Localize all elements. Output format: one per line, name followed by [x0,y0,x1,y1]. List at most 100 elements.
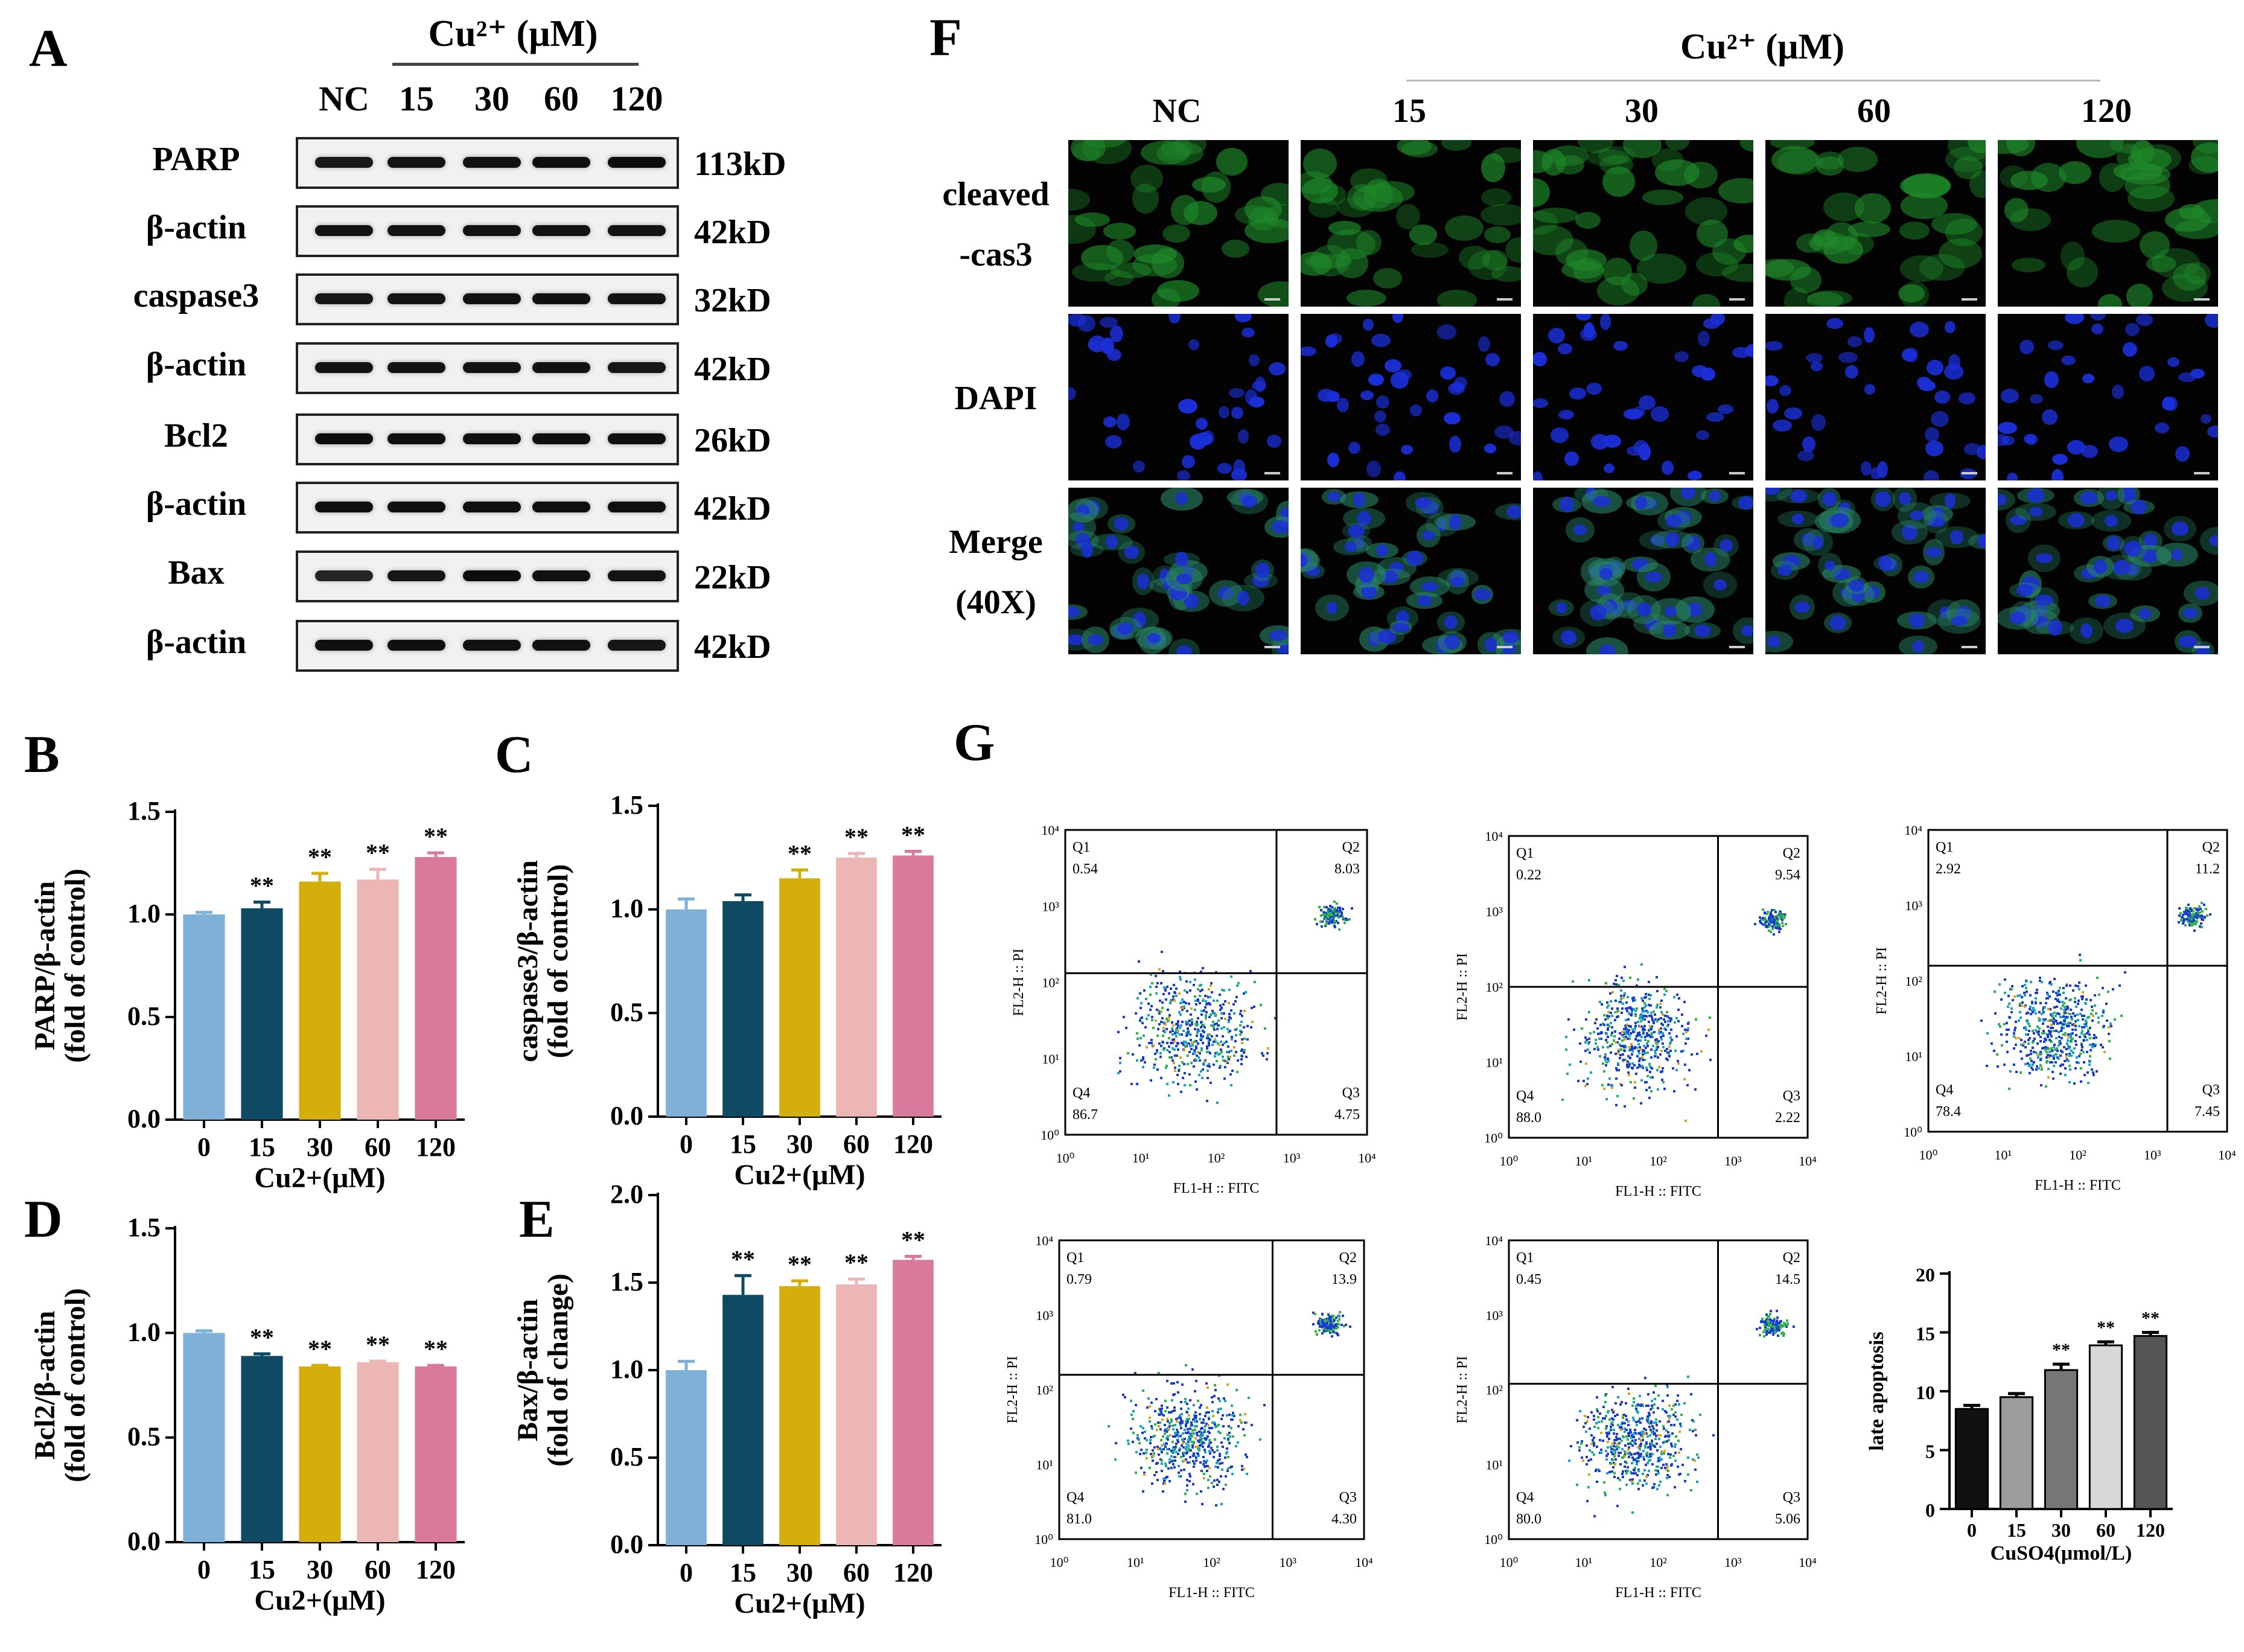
flow-dot [1197,1400,1199,1402]
flow-dot [2080,1067,2082,1070]
flow-dot [1151,982,1153,984]
y-tick-label: 15 [1916,1323,1935,1345]
flow-dot [1639,1039,1642,1042]
flow-dot [1189,1399,1191,1402]
flow-dot [1144,1061,1146,1064]
flow-dot [1173,1406,1176,1409]
flow-dot [2178,914,2181,917]
flow-dot [1631,1456,1634,1459]
if-image-cell [1533,488,1753,654]
flow-dot [1596,1408,1598,1411]
flow-dot [1669,1050,1672,1052]
flow-dot [2039,1002,2042,1004]
flow-dot [1334,1324,1337,1327]
flow-dot [2081,1026,2083,1029]
flow-dot [2069,1013,2071,1015]
flow-dot [1198,1030,1200,1032]
wb-molecular-weight: 22kD [694,559,771,596]
flow-dot [1620,1426,1622,1428]
flow-dot [1168,1448,1170,1450]
flow-dot [2075,1006,2077,1008]
flow-dot [1337,907,1339,909]
flow-dot [1191,1432,1193,1435]
flow-dot [1612,1418,1614,1421]
flow-dot [1243,1010,1246,1012]
flow-dot [1578,1446,1581,1449]
flow-dot [1211,1035,1213,1038]
flow-dot [1605,1061,1608,1064]
flow-dot [1216,1000,1219,1002]
flow-dot [2074,1067,2077,1070]
flow-dot [1611,1470,1613,1473]
flow-dot [2101,1015,2103,1017]
flow-dot [1657,1046,1659,1048]
flow-dot [1174,1459,1176,1462]
flow-dot [1636,1055,1639,1057]
flow-dot [1226,1062,1229,1064]
flow-dot [1621,1007,1624,1010]
flow-dot [1768,920,1770,923]
flow-dot [1155,1058,1157,1060]
flow-dot [1666,1477,1668,1479]
flow-dot [2039,1040,2042,1042]
flow-dot [1223,1437,1226,1440]
flow-dot [2049,1033,2051,1035]
flow-dot [1613,1455,1616,1458]
quadrant-name: Q4 [1073,1085,1090,1101]
flow-dot [2035,1068,2038,1071]
flow-x-tick-label: 10³ [1283,1150,1301,1166]
flow-dot [1186,1010,1188,1012]
flow-dot [1157,1421,1159,1424]
flow-dot [1627,1466,1629,1469]
flow-dot [1177,1083,1179,1085]
quadrant-value-q4: 86.7 [1073,1107,1098,1123]
flow-dot [1327,1325,1329,1328]
flow-dot [1208,1065,1211,1068]
flow-dot [2200,922,2202,925]
flow-dot [1651,1016,1653,1019]
flow-dot [1194,1437,1197,1440]
flow-dot [1168,1422,1171,1424]
flow-dot [1645,996,1647,998]
flow-dot [1670,1443,1672,1445]
flow-dot [1153,1064,1156,1066]
flow-dot [1173,1041,1176,1043]
panel-label-c: C [495,726,534,784]
flow-dot [1767,1328,1770,1330]
flow-dot [1596,1446,1598,1448]
flow-dot [1321,1319,1324,1321]
flow-dot [1150,1425,1153,1427]
flow-dot [1593,1031,1595,1033]
flow-dot [1213,1064,1215,1066]
flow-y-tick-label: 10³ [1036,1308,1053,1323]
flow-dot [1230,1418,1232,1421]
flow-dot [1642,1456,1645,1458]
flow-dot [1606,1006,1608,1009]
flow-dot [1609,1045,1611,1047]
flow-dot [1766,913,1768,915]
flow-dot [1260,1004,1262,1006]
flow-dot [1200,1404,1202,1406]
flow-dot [1628,1038,1631,1040]
flow-dot [1659,1053,1662,1056]
flow-dot [1345,1324,1347,1326]
flow-dot [2071,1018,2073,1021]
flow-dot [1603,1088,1605,1090]
flow-dot [2050,1027,2052,1029]
flow-dot [1226,1414,1228,1417]
flow-dot [1650,1429,1652,1431]
flow-dot [1611,1015,1613,1017]
flow-x-tick-label: 10¹ [1127,1555,1144,1570]
flow-dot [2062,1023,2065,1025]
bar [2044,1369,2079,1510]
flow-dot [1218,1044,1220,1046]
flow-dot [2068,1081,2071,1083]
flow-dot [1209,996,1211,998]
flow-dot [1322,914,1324,916]
flow-dot [1778,926,1780,928]
flow-dot [1174,992,1176,994]
flow-dot [1764,1321,1766,1324]
flow-dot [1600,1038,1602,1040]
flow-dot [2070,1050,2073,1052]
flow-dot [2059,1016,2062,1018]
